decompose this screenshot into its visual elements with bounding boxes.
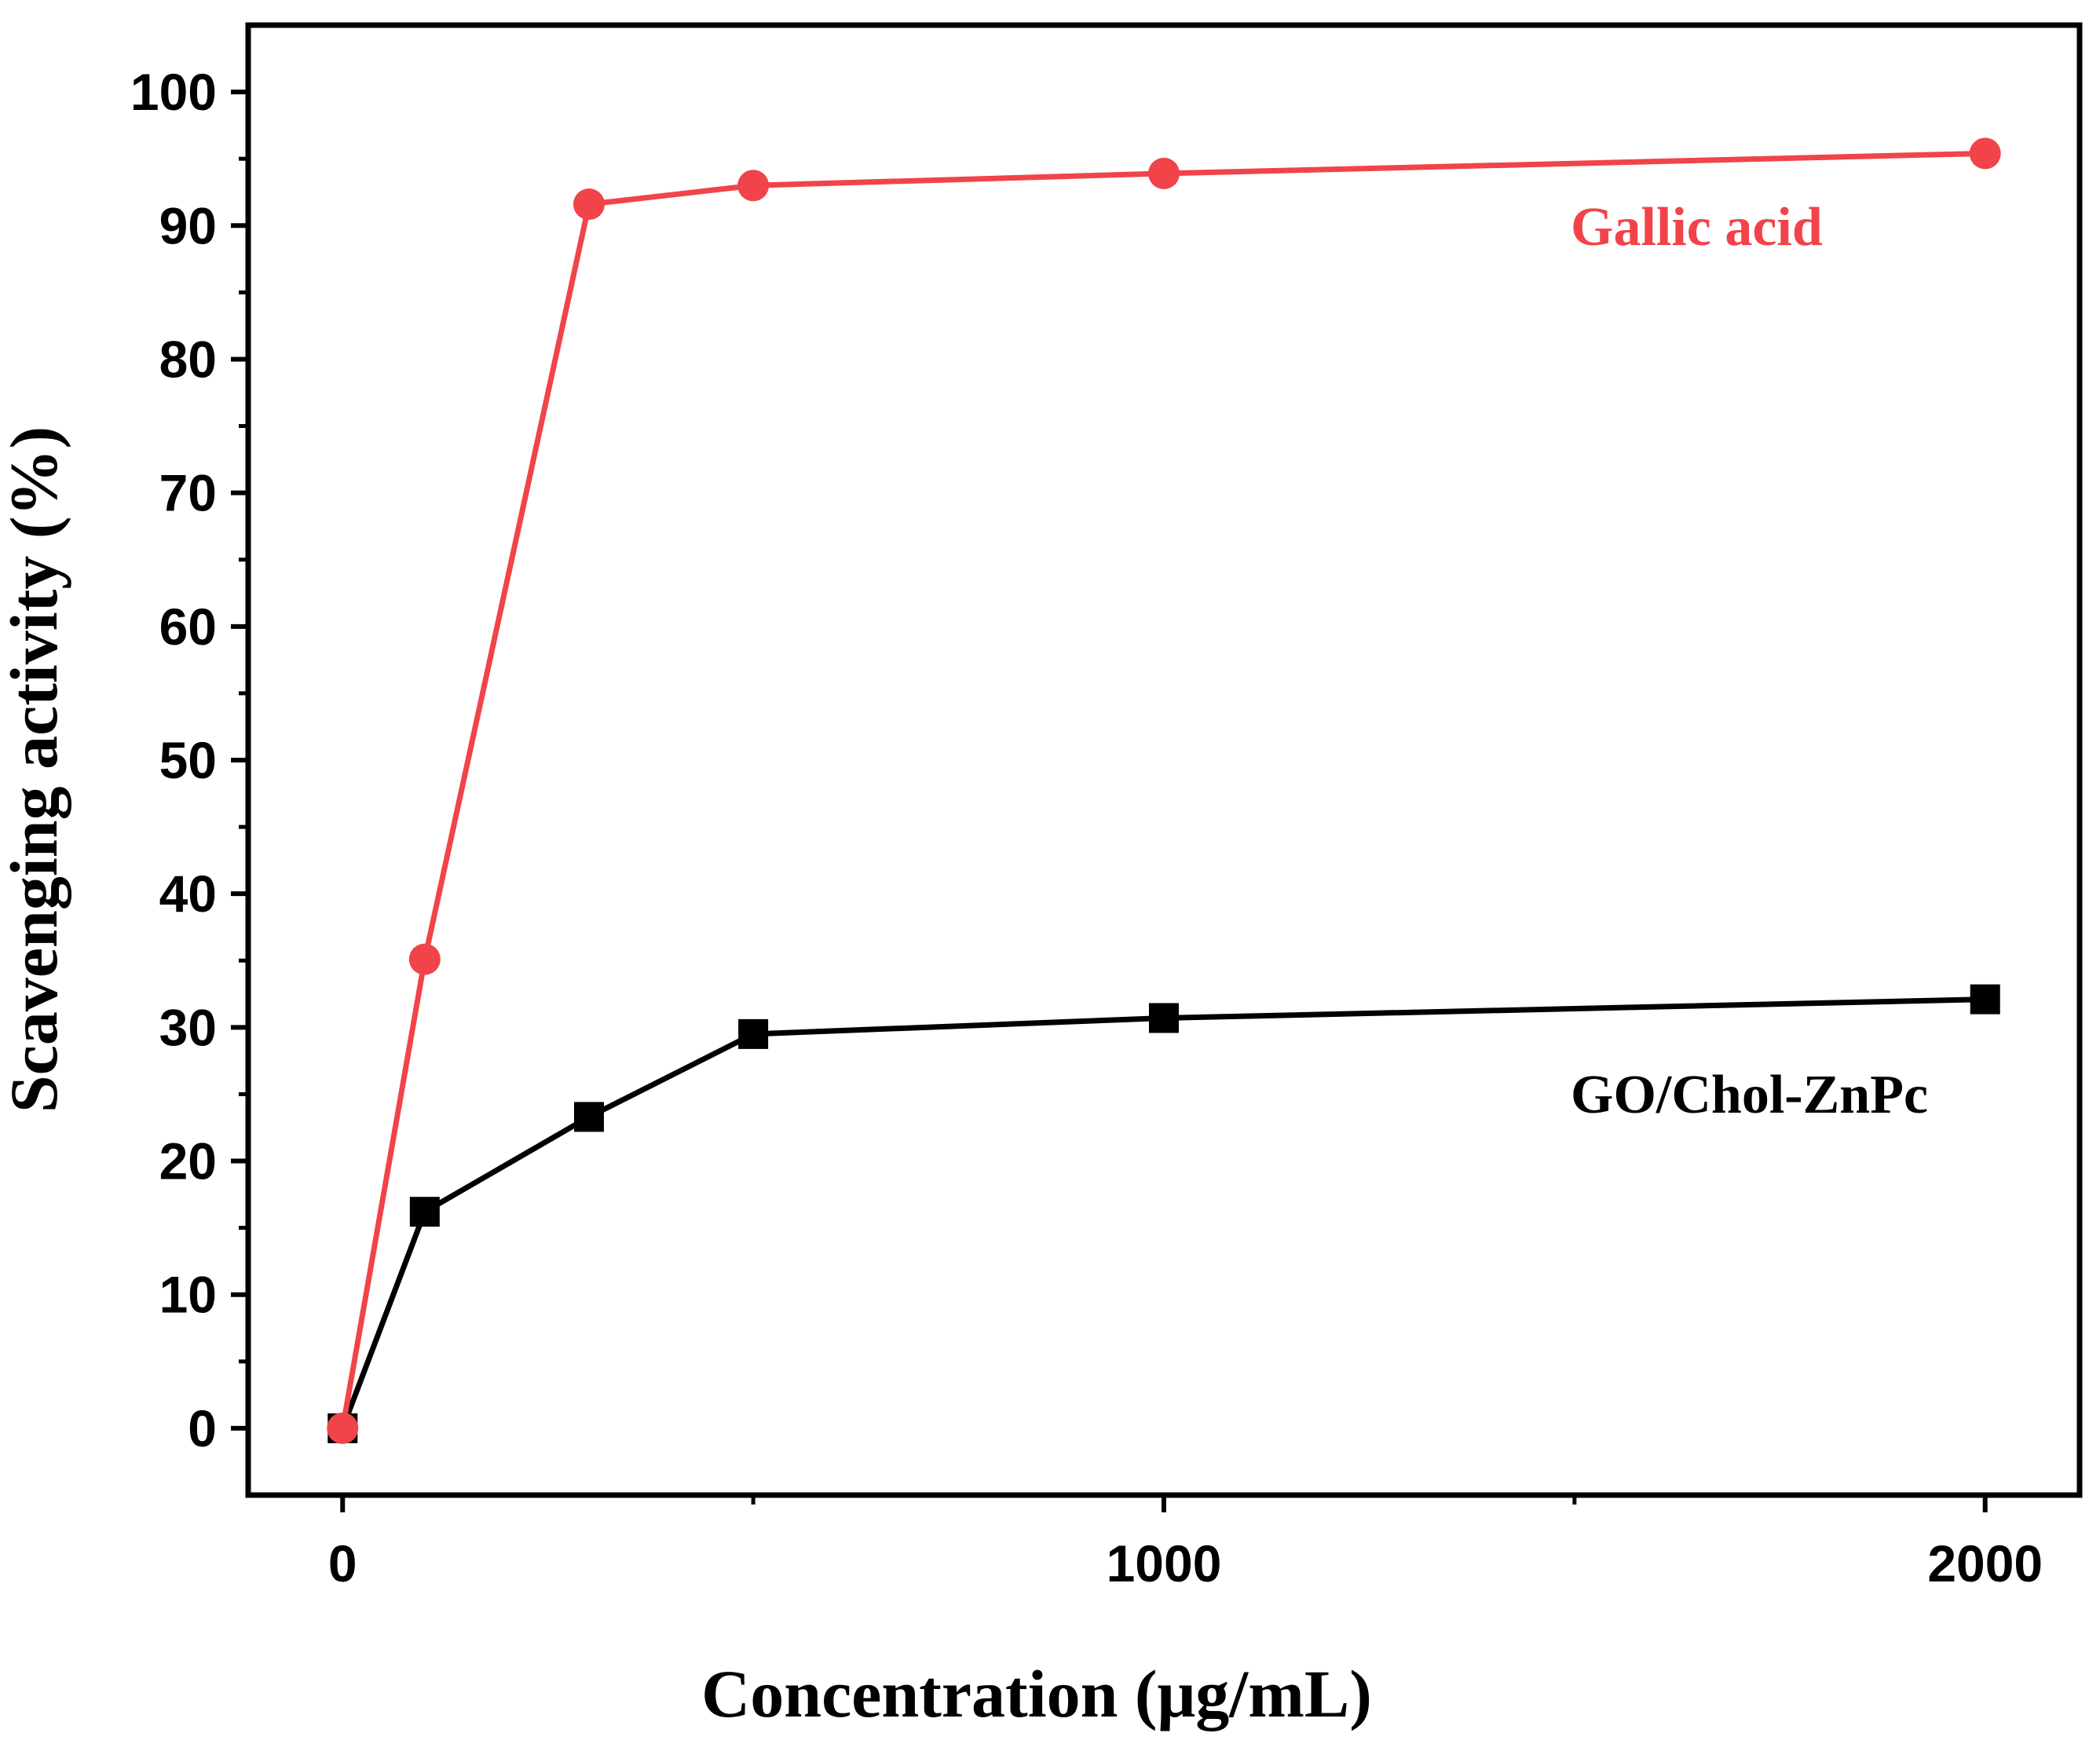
data-point-go-chol-znpc bbox=[1970, 984, 2000, 1015]
series-gallic-acid bbox=[327, 137, 2001, 1444]
y-tick-label: 20 bbox=[159, 1132, 217, 1190]
y-tick-label: 90 bbox=[159, 196, 217, 254]
x-axis-title: Concentration (μg/mL) bbox=[701, 1656, 1372, 1731]
y-tick-label: 30 bbox=[159, 998, 217, 1056]
data-point-gallic-acid bbox=[408, 943, 441, 975]
y-tick-label: 70 bbox=[159, 464, 217, 522]
y-tick-label: 100 bbox=[130, 63, 217, 121]
series-layer bbox=[327, 137, 2001, 1444]
x-tick-label: 1000 bbox=[1107, 1534, 1222, 1592]
series-label-go-chol-znpc: GO/Chol-ZnPc bbox=[1571, 1065, 1928, 1125]
data-point-go-chol-znpc bbox=[573, 1102, 604, 1132]
y-axis-title: Scavenging activity (%) bbox=[0, 426, 71, 1113]
data-point-gallic-acid bbox=[573, 188, 605, 221]
y-tick-label: 50 bbox=[159, 731, 217, 789]
data-point-gallic-acid bbox=[737, 170, 770, 202]
x-tick-label: 0 bbox=[328, 1534, 357, 1592]
data-point-gallic-acid bbox=[1148, 157, 1180, 189]
data-point-gallic-acid bbox=[327, 1412, 359, 1444]
x-tick-label: 2000 bbox=[1927, 1534, 2043, 1592]
series-go-chol-znpc bbox=[327, 984, 2000, 1443]
data-point-go-chol-znpc bbox=[409, 1197, 440, 1227]
labels-layer: Gallic acid GO/Chol-ZnPc Concentration (… bbox=[0, 197, 1928, 1731]
y-tick-label: 60 bbox=[159, 598, 217, 656]
y-tick-label: 0 bbox=[188, 1399, 217, 1457]
data-point-go-chol-znpc bbox=[738, 1018, 769, 1049]
y-tick-label: 80 bbox=[159, 330, 217, 388]
data-point-go-chol-znpc bbox=[1149, 1003, 1179, 1033]
data-point-gallic-acid bbox=[1969, 137, 2001, 170]
y-tick-label: 40 bbox=[159, 865, 217, 923]
series-label-gallic-acid: Gallic acid bbox=[1571, 197, 1823, 258]
series-line-go-chol-znpc bbox=[339, 996, 1985, 1430]
series-line-gallic-acid bbox=[339, 150, 1985, 1429]
y-tick-label: 10 bbox=[159, 1266, 217, 1324]
